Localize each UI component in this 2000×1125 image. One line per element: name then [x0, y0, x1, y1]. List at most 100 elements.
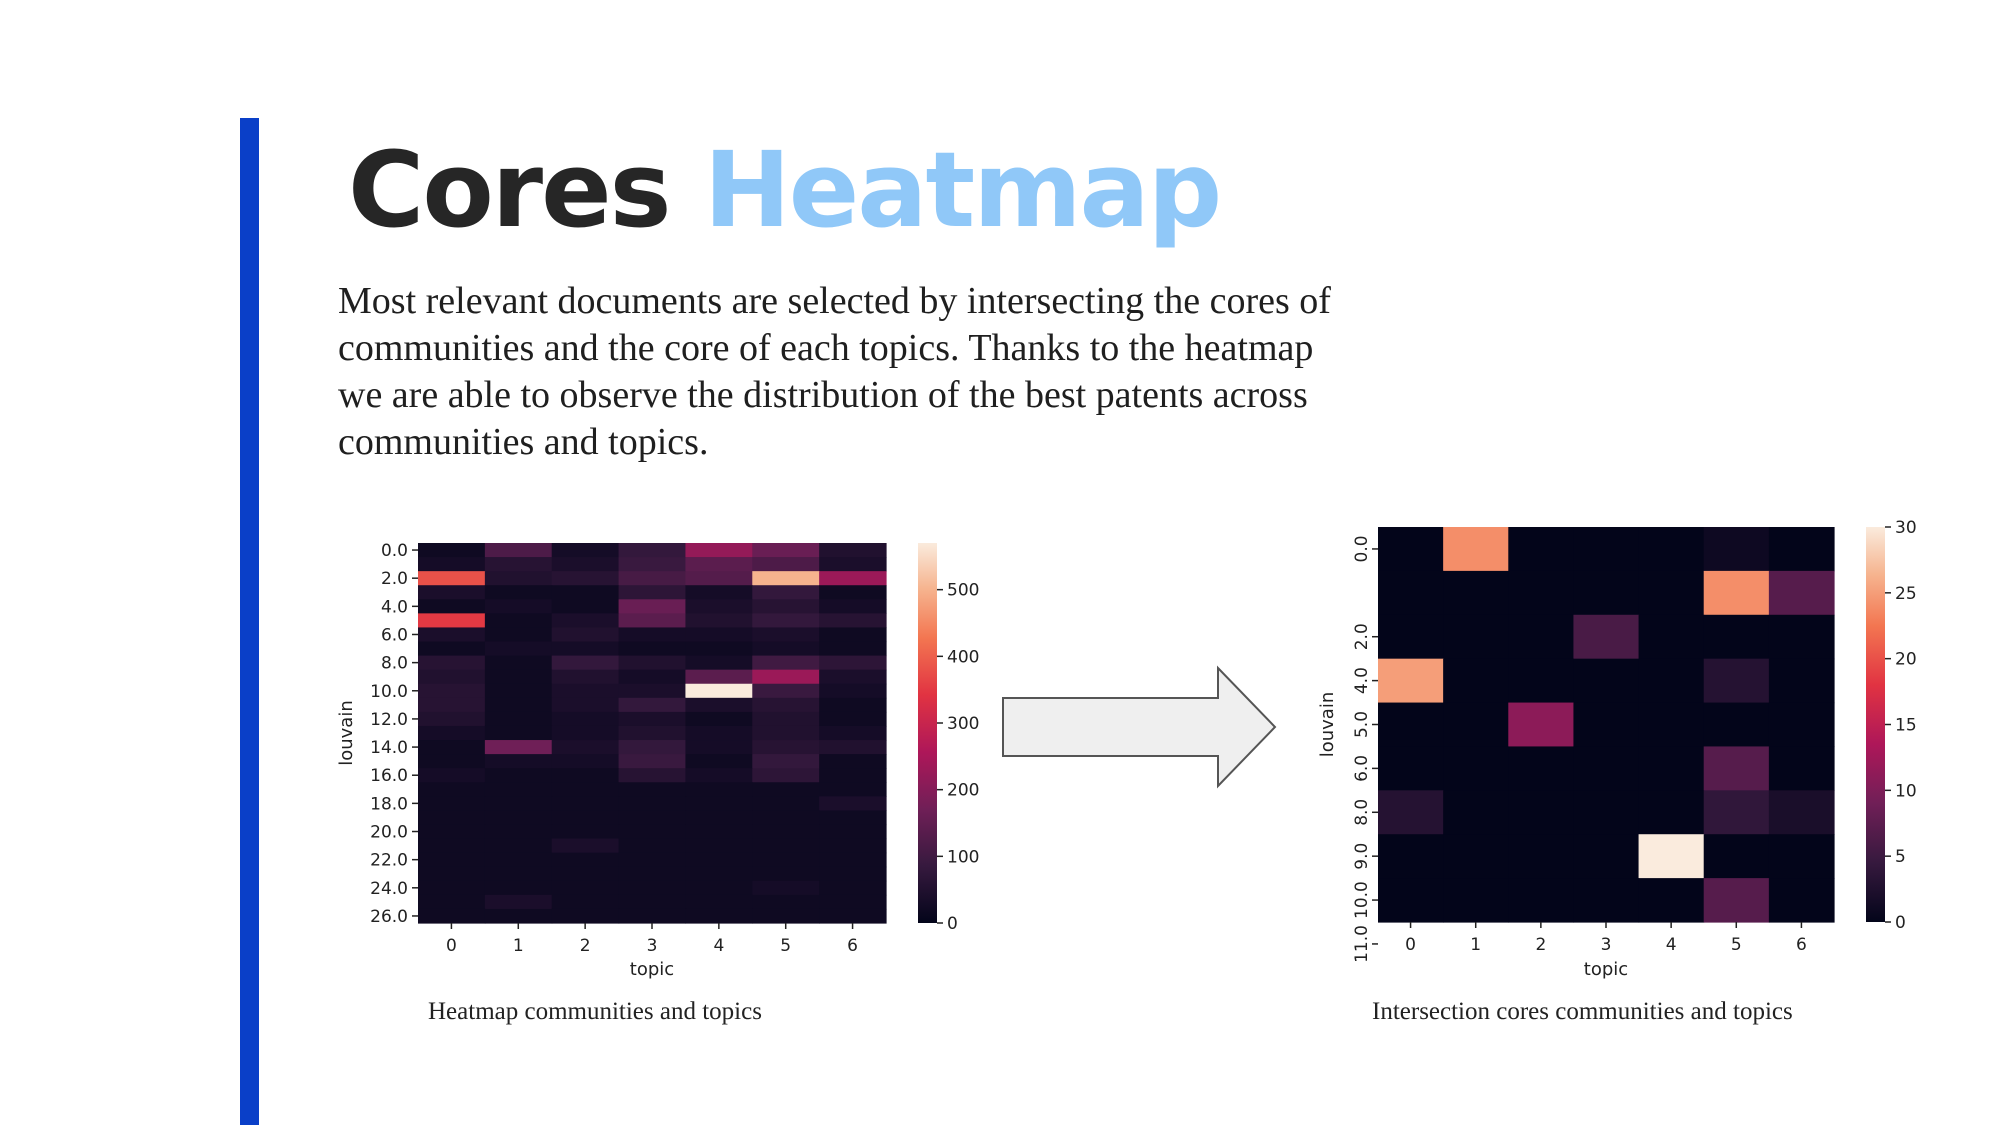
caption-right: Intersection cores communities and topic… — [1372, 998, 1793, 1025]
heatmap0-cell-r5-c1 — [484, 613, 553, 629]
heatmap1-cell-r7-c3 — [1573, 834, 1640, 879]
heatmap1-cell-r2-c6 — [1768, 614, 1835, 660]
heatmap1-ytick-label-3: 5.0 — [1352, 711, 1372, 738]
slide-body-text: Most relevant documents are selected by … — [338, 280, 1331, 463]
heatmap1-ytick-label-2: 4.0 — [1352, 667, 1372, 694]
heatmap0-cell-r1-c6 — [819, 557, 887, 572]
heatmap0-cell-r11-c6 — [819, 697, 887, 713]
slide-title: Cores Heatmap — [348, 128, 1222, 253]
heatmap0-cell-r5-c0 — [418, 613, 486, 629]
right-arrow-icon — [1002, 665, 1277, 789]
heatmap0-cell-r4-c3 — [618, 599, 687, 614]
heatmap0-cell-r7-c5 — [752, 641, 820, 657]
heatmap0-colorbar-tick-label-4: 400 — [947, 647, 979, 667]
heatmap0-ytick-label-10: 20.0 — [370, 823, 408, 843]
heatmap0-cell-r16-c3 — [618, 768, 687, 783]
heatmap0-cell-r17-c6 — [819, 782, 887, 797]
heatmap0-cell-r12-c4 — [685, 711, 753, 727]
heatmap1-cell-r7-c5 — [1703, 834, 1770, 879]
heatmap0-cell-r19-c3 — [618, 810, 687, 826]
heatmap1-cell-r3-c1 — [1443, 658, 1509, 704]
heatmap0-cell-r25-c6 — [819, 894, 887, 910]
heatmap0-ytick-label-13: 26.0 — [370, 907, 408, 927]
heatmap0-cell-r22-c1 — [484, 852, 553, 868]
heatmap1-cell-r6-c4 — [1638, 790, 1705, 835]
heatmap0-cell-r11-c4 — [685, 697, 753, 713]
heatmap0-cell-r13-c0 — [418, 725, 486, 741]
heatmap0-cell-r18-c6 — [819, 796, 887, 811]
heatmap0-cell-r23-c1 — [484, 866, 553, 882]
heatmap1-cell-r2-c1 — [1443, 614, 1509, 660]
heatmap0-cell-r19-c6 — [819, 810, 887, 826]
heatmap0-cell-r18-c1 — [484, 796, 553, 811]
heatmap0-cell-r14-c4 — [685, 740, 753, 755]
heatmap0-cell-r20-c6 — [819, 824, 887, 840]
heatmap0-cell-r16-c4 — [685, 768, 753, 783]
heatmap0-cell-r6-c0 — [418, 627, 486, 643]
heatmap0-cell-r14-c0 — [418, 740, 486, 755]
heatmap0-cell-r17-c2 — [551, 782, 620, 797]
heatmap1-ytick-label-0: 0.0 — [1352, 535, 1372, 562]
heatmap0-cell-r26-c6 — [819, 908, 887, 924]
heatmap0-cell-r25-c1 — [484, 894, 553, 910]
heatmap0-cell-r2-c3 — [618, 571, 687, 586]
heatmap1-colorbar-tick-label-4: 20 — [1895, 650, 1917, 670]
heatmap0-cell-r7-c0 — [418, 641, 486, 657]
heatmap0-cell-r22-c3 — [618, 852, 687, 868]
heatmap0-cell-r21-c6 — [819, 838, 887, 854]
heatmap1-ytick-label-5: 8.0 — [1352, 799, 1372, 826]
heatmap0-cell-r19-c4 — [685, 810, 753, 826]
heatmap0-cell-r22-c2 — [551, 852, 620, 868]
heatmap0-cell-r10-c1 — [484, 683, 553, 699]
heatmap0-cell-r12-c2 — [551, 711, 620, 727]
heatmap0-cell-r24-c6 — [819, 880, 887, 896]
heatmap0-xtick-label-3: 3 — [647, 936, 658, 956]
heatmap1-cell-r0-c0 — [1378, 527, 1444, 572]
heatmap1-cell-r4-c1 — [1443, 702, 1509, 748]
heatmap1-cell-r7-c0 — [1378, 834, 1444, 879]
heatmap0-xtick-label-4: 4 — [713, 936, 724, 956]
heatmap0-cell-r18-c2 — [551, 796, 620, 811]
heatmap0-cell-r4-c0 — [418, 599, 486, 614]
heatmap1-xtick-label-4: 4 — [1666, 935, 1677, 955]
heatmap0-cell-r6-c5 — [752, 627, 820, 643]
heatmap1-cell-r7-c1 — [1443, 834, 1509, 879]
heatmap0-cell-r18-c3 — [618, 796, 687, 811]
heatmap1-cell-r6-c6 — [1768, 790, 1835, 835]
heatmap1-cell-r8-c5 — [1703, 878, 1770, 923]
heatmap0-cell-r19-c1 — [484, 810, 553, 826]
heatmap0-cell-r15-c4 — [685, 754, 753, 769]
heatmap0-cell-r7-c1 — [484, 641, 553, 657]
heatmap1-cell-r1-c4 — [1638, 570, 1705, 616]
heatmap0-colorbar-tick-label-2: 200 — [947, 781, 979, 801]
heatmap1-xtick-label-6: 6 — [1796, 935, 1807, 955]
heatmap1-cell-r5-c4 — [1638, 746, 1705, 791]
heatmap1-xtick-label-1: 1 — [1470, 935, 1481, 955]
heatmap0-cell-r10-c0 — [418, 683, 486, 699]
heatmap0-cell-r26-c3 — [618, 908, 687, 924]
heatmap0-ytick-label-4: 8.0 — [381, 654, 408, 674]
heatmap1-colorbar-tick-label-3: 15 — [1895, 716, 1917, 736]
heatmap0-cell-r1-c1 — [484, 557, 553, 572]
heatmap1-cell-r5-c2 — [1508, 746, 1575, 791]
heatmap1-ytick-label-6: 9.0 — [1352, 843, 1372, 870]
heatmap1-cell-r2-c5 — [1703, 614, 1770, 660]
heatmap1-colorbar-tick-label-1: 5 — [1895, 847, 1906, 867]
heatmap0-cell-r20-c5 — [752, 824, 820, 840]
heatmap0-cell-r17-c1 — [484, 782, 553, 797]
heatmap0-ytick-label-12: 24.0 — [370, 879, 408, 899]
heatmap0-cell-r3-c3 — [618, 585, 687, 600]
heatmap0-cell-r26-c0 — [418, 908, 486, 924]
heatmap0-cell-r9-c4 — [685, 669, 753, 685]
heatmap0-cell-r24-c3 — [618, 880, 687, 896]
heatmap0-ytick-label-6: 12.0 — [370, 710, 408, 730]
heatmap0-cell-r24-c1 — [484, 880, 553, 896]
heatmap0-ytick-label-2: 4.0 — [381, 597, 408, 617]
heatmap0-cell-r21-c3 — [618, 838, 687, 854]
heatmap0-ytick-label-9: 18.0 — [370, 794, 408, 814]
heatmap0-xtick-label-0: 0 — [446, 936, 457, 956]
heatmap0-cell-r21-c4 — [685, 838, 753, 854]
heatmap0-cell-r15-c3 — [618, 754, 687, 769]
heatmap0-cell-r25-c3 — [618, 894, 687, 910]
heatmap0-cell-r11-c2 — [551, 697, 620, 713]
